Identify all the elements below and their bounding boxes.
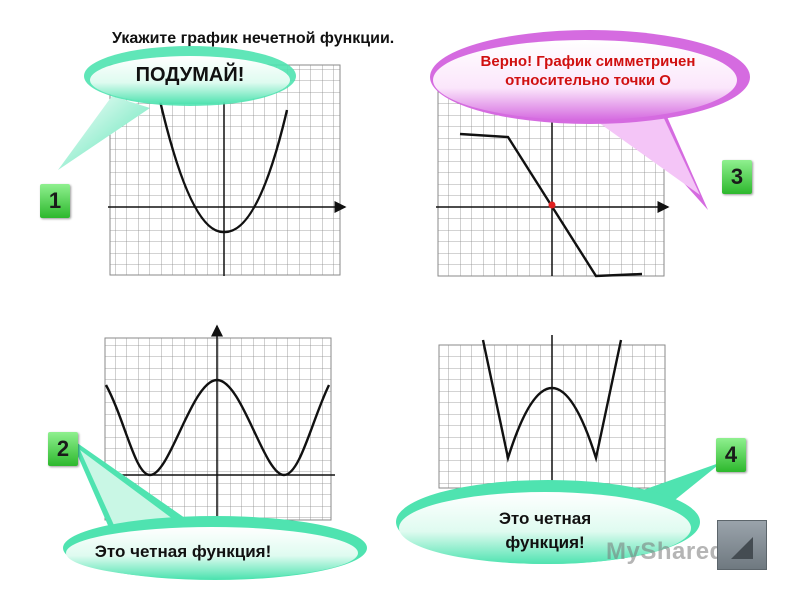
bubble-2-tail: [70, 438, 195, 530]
graph-4-curve: [481, 339, 623, 463]
bubble-1: [58, 46, 296, 170]
bubble-3: [430, 30, 750, 210]
bubble-3-body: [433, 40, 737, 120]
answer-3-text: Верно! График симметричен относительно т…: [480, 53, 696, 89]
bubble-2: [63, 438, 367, 580]
option-2-badge[interactable]: 2: [48, 432, 78, 466]
answer-2-text: Это четная функция!: [94, 542, 272, 561]
bubble-4-body: [399, 492, 691, 564]
bubble-3-tail-inner: [595, 110, 700, 195]
answer-1-text: ПОДУМАЙ!: [135, 64, 245, 86]
myshared-watermark: MyShared: [606, 538, 725, 565]
graph-1-curve: [156, 91, 289, 234]
next-slide-button[interactable]: [717, 520, 767, 570]
bubble-4: [396, 462, 722, 564]
task-title: Укажите график нечетной функции.: [112, 30, 395, 47]
answer-4-text: Это четная функция!: [498, 509, 592, 552]
option-4-badge[interactable]: 4: [716, 438, 746, 472]
graph-4: [438, 335, 666, 490]
option-1-badge[interactable]: 1: [40, 184, 70, 218]
origin-point: [548, 201, 556, 209]
bubble-2-body: [66, 527, 358, 579]
graph-2-curve: [104, 378, 331, 477]
bubble-2-tail-inner: [80, 450, 185, 534]
bubble-1-tail: [58, 96, 150, 170]
bubble-1-body: [90, 56, 290, 104]
option-3-badge[interactable]: 3: [722, 160, 752, 194]
